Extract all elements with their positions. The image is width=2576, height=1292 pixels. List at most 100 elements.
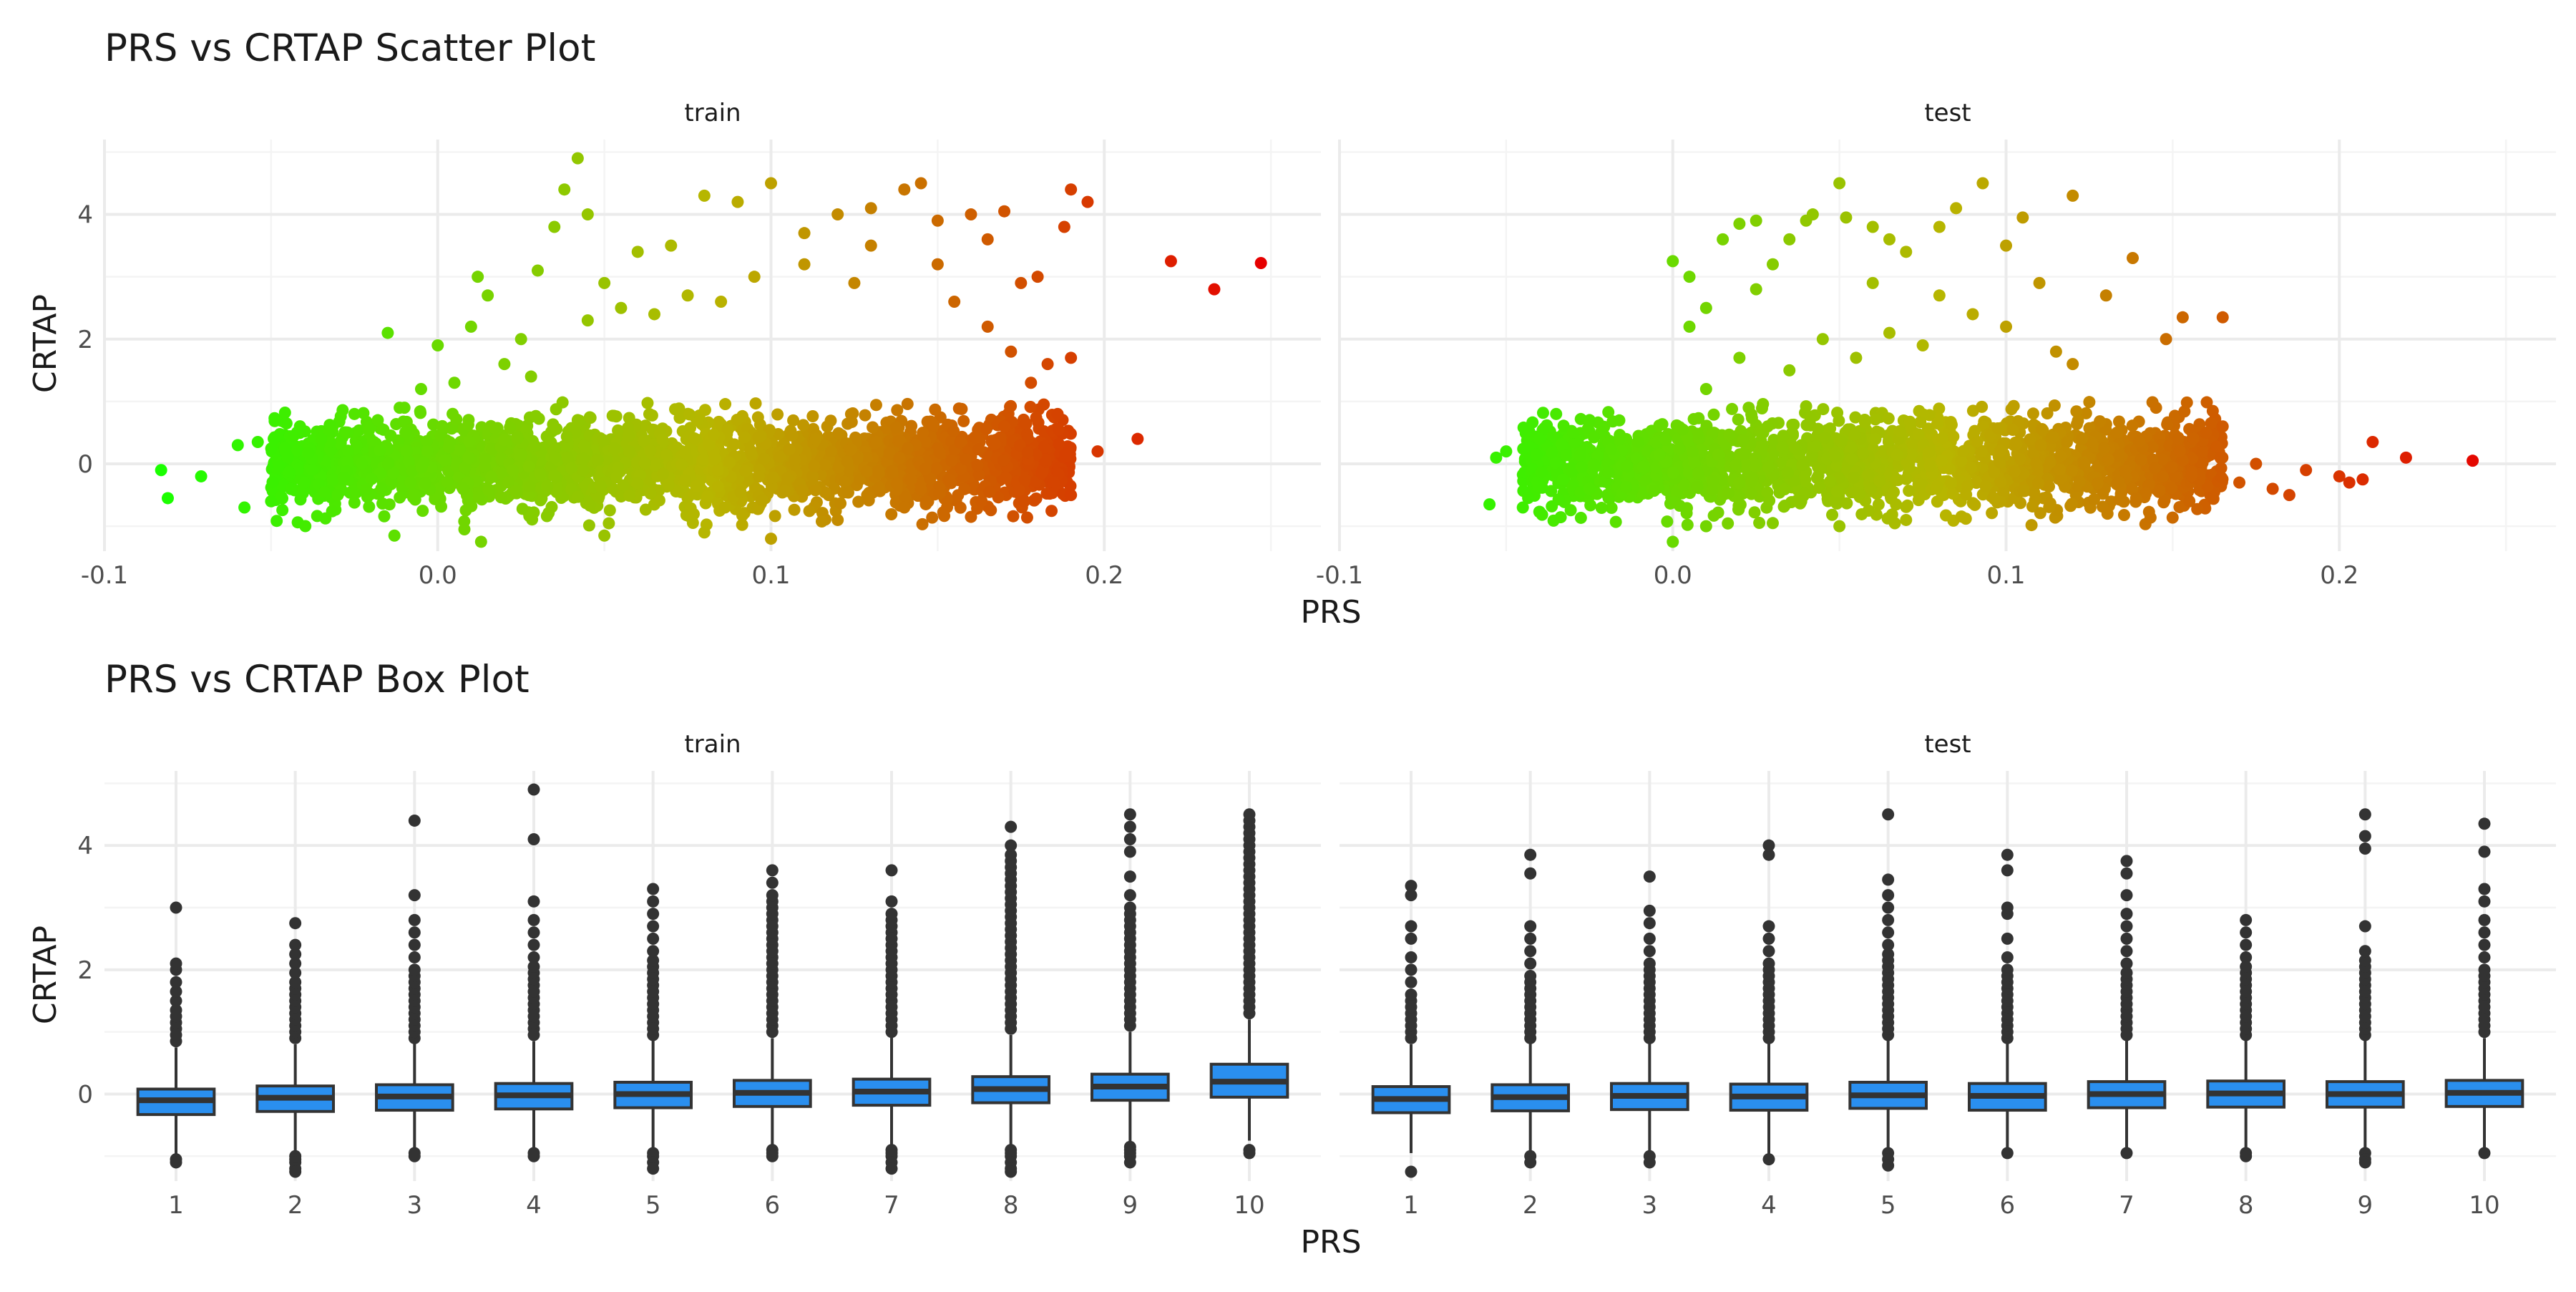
scatter-point <box>2119 465 2132 477</box>
scatter-point <box>1991 422 2004 434</box>
scatter-point <box>847 407 859 419</box>
scatter-point <box>2074 475 2086 487</box>
scatter-point <box>1795 495 1807 507</box>
scatter-point <box>2009 465 2021 477</box>
scatter-point <box>1747 472 1759 485</box>
scatter-point <box>1667 467 1679 479</box>
scatter-point <box>758 452 771 465</box>
scatter-point <box>562 452 574 464</box>
y-tick-label: 2 <box>77 956 93 985</box>
scatter-point <box>2185 470 2197 482</box>
scatter-point <box>915 177 927 189</box>
scatter-point <box>1733 477 1745 490</box>
scatter-point <box>1717 233 1729 246</box>
scatter-point <box>2187 432 2200 445</box>
scatter-point <box>399 426 411 438</box>
scatter-point <box>1588 458 1600 470</box>
scatter-point <box>1917 339 1929 351</box>
scatter-point <box>1065 489 1077 501</box>
scatter-point <box>2160 333 2172 345</box>
scatter-point <box>525 371 537 383</box>
scatter-point <box>753 431 765 443</box>
scatter-point <box>1960 513 1972 525</box>
scatter-point <box>1947 430 1959 442</box>
scatter-point <box>510 485 522 497</box>
scatter-point <box>2044 456 2056 468</box>
scatter-point <box>2098 442 2110 455</box>
outlier-point <box>528 1150 540 1162</box>
scatter-point <box>1936 455 1948 467</box>
scatter-point <box>1867 220 1879 233</box>
scatter-point <box>1883 327 1896 339</box>
scatter-point <box>2066 465 2078 477</box>
scatter-point <box>698 190 711 202</box>
scatter-point <box>2102 453 2114 465</box>
scatter-point <box>771 408 784 420</box>
scatter-point <box>831 514 844 526</box>
scatter-point <box>463 452 475 464</box>
scatter-point <box>767 471 779 483</box>
scatter-point <box>660 448 673 460</box>
scatter-point <box>2217 420 2229 432</box>
scatter-point <box>712 480 724 492</box>
scatter-point <box>1737 434 1749 447</box>
scatter-point <box>1810 440 1822 452</box>
scatter-point <box>615 302 627 314</box>
scatter-point <box>623 490 635 502</box>
scatter-point <box>1684 271 1696 283</box>
outlier-point <box>647 883 659 895</box>
scatter-point <box>1605 443 1617 455</box>
scatter-point <box>1873 475 1885 487</box>
scatter-point <box>2130 492 2142 505</box>
scatter-point <box>708 429 720 441</box>
scatter-point <box>1824 475 1836 487</box>
scatter-point <box>1817 403 1829 415</box>
x-tick-label: 1 <box>168 1191 184 1220</box>
scatter-point <box>1930 482 1942 495</box>
scatter-point <box>2196 446 2208 458</box>
scatter-point <box>1583 415 1595 427</box>
scatter-point <box>998 420 1010 432</box>
scatter-point <box>845 443 857 455</box>
scatter-point <box>1745 409 1757 421</box>
scatter-point <box>416 505 429 517</box>
scatter-point <box>1848 486 1860 498</box>
scatter-point <box>890 422 902 434</box>
scatter-point <box>1610 516 1622 528</box>
scatter-point <box>1767 517 1779 529</box>
outlier-point <box>289 917 301 929</box>
scatter-point <box>1777 429 1790 442</box>
scatter-point <box>1786 419 1798 431</box>
scatter-point <box>905 473 917 485</box>
scatter-point <box>870 399 882 411</box>
scatter-point <box>1923 446 1935 458</box>
x-tick-label: 4 <box>526 1191 542 1220</box>
scatter-point <box>1976 177 1989 189</box>
scatter-point <box>1835 436 1848 448</box>
scatter-point <box>341 427 353 439</box>
scatter-point <box>2011 438 2023 450</box>
scatter-point <box>1483 498 1496 510</box>
scatter-point <box>495 491 507 503</box>
scatter-point <box>965 208 977 220</box>
scatter-point <box>859 409 871 422</box>
scatter-point <box>930 462 942 475</box>
scatter-point <box>1584 499 1596 511</box>
scatter-point <box>1557 474 1569 486</box>
scatter-point <box>2067 358 2079 370</box>
scatter-point <box>2067 190 2079 202</box>
scatter-point <box>1900 473 1912 485</box>
scatter-point <box>2070 405 2082 417</box>
outlier-point <box>766 889 779 901</box>
scatter-point <box>597 434 610 446</box>
scatter-point <box>1986 507 1998 519</box>
scatter-point <box>2161 418 2173 430</box>
scatter-point <box>1661 515 1673 528</box>
outlier-point <box>409 963 421 976</box>
scatter-point <box>932 215 944 227</box>
scatter-point <box>268 432 280 445</box>
x-tick-label: 2 <box>288 1191 303 1220</box>
scatter-point <box>1961 480 1974 492</box>
outlier-point <box>528 951 540 963</box>
scatter-point <box>1940 510 1952 522</box>
